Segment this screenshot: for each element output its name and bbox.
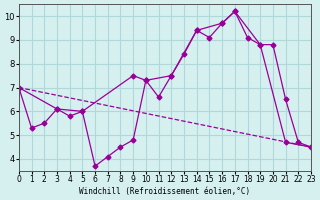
X-axis label: Windchill (Refroidissement éolien,°C): Windchill (Refroidissement éolien,°C)	[79, 187, 251, 196]
